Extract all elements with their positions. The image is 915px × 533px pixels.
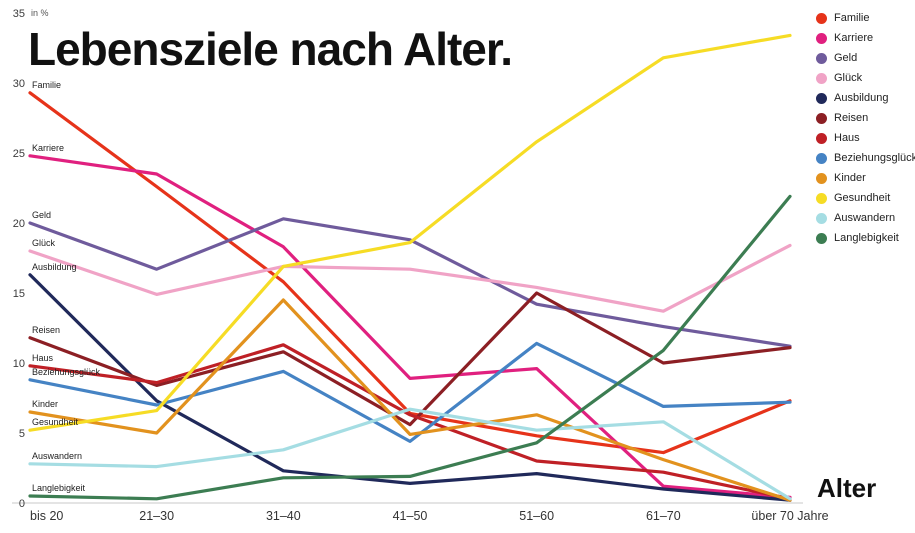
legend-item-ausbildung: Ausbildung bbox=[816, 92, 915, 104]
legend-swatch-gesundheit bbox=[816, 192, 827, 204]
legend-item-haus: Haus bbox=[816, 132, 915, 144]
legend-swatch-beziehungsglueck bbox=[816, 152, 827, 164]
series-line-glueck bbox=[28, 243, 792, 313]
y-tick-label: 5 bbox=[19, 428, 25, 440]
series-start-label-gesundheit: Gesundheit bbox=[32, 417, 79, 427]
legend-item-langlebigkeit: Langlebigkeit bbox=[816, 232, 915, 244]
legend-label-ausbildung: Ausbildung bbox=[834, 92, 889, 104]
legend-label-kinder: Kinder bbox=[834, 172, 866, 184]
x-tick-label: über 70 Jahre bbox=[751, 509, 828, 523]
series-line-kinder bbox=[28, 298, 792, 502]
legend-swatch-ausbildung bbox=[816, 92, 827, 104]
chart-title: Lebensziele nach Alter. bbox=[28, 23, 513, 75]
series-line-gesundheit bbox=[28, 33, 792, 432]
series-start-label-geld: Geld bbox=[32, 210, 51, 220]
y-tick-label: 10 bbox=[13, 358, 25, 370]
series-line-ausbildung bbox=[28, 273, 792, 502]
series-start-label-beziehungsglueck: Beziehungsglück bbox=[32, 367, 101, 377]
legend-swatch-familie bbox=[816, 12, 827, 24]
legend-label-haus: Haus bbox=[834, 132, 860, 144]
legend-swatch-reisen bbox=[816, 112, 827, 124]
legend-label-auswandern: Auswandern bbox=[834, 212, 896, 224]
legend-swatch-kinder bbox=[816, 172, 827, 184]
x-axis-title: Alter bbox=[817, 473, 877, 503]
series-line-auswandern bbox=[28, 407, 792, 501]
series-line-reisen bbox=[28, 291, 792, 427]
legend-label-gesundheit: Gesundheit bbox=[834, 192, 891, 204]
legend-label-reisen: Reisen bbox=[834, 112, 869, 124]
y-tick-label: 30 bbox=[13, 78, 25, 90]
x-tick-label: bis 20 bbox=[30, 509, 63, 523]
legend-item-geld: Geld bbox=[816, 52, 915, 64]
y-tick-label: 15 bbox=[13, 288, 25, 300]
series-line-geld bbox=[28, 217, 792, 348]
x-tick-label: 61–70 bbox=[646, 509, 681, 523]
legend-swatch-karriere bbox=[816, 32, 827, 44]
y-axis-unit: in % bbox=[31, 8, 49, 18]
series-start-label-kinder: Kinder bbox=[32, 399, 58, 409]
legend-label-glueck: Glück bbox=[834, 72, 863, 84]
series-line-beziehungsglueck bbox=[28, 341, 792, 443]
legend-swatch-geld bbox=[816, 52, 827, 64]
series-start-label-auswandern: Auswandern bbox=[32, 451, 82, 461]
x-tick-label: 41–50 bbox=[393, 509, 428, 523]
x-tick-label: 31–40 bbox=[266, 509, 301, 523]
legend-item-kinder: Kinder bbox=[816, 172, 915, 184]
series-start-label-ausbildung: Ausbildung bbox=[32, 262, 77, 272]
legend-item-beziehungsglueck: Beziehungsglück bbox=[816, 152, 915, 164]
series-start-label-karriere: Karriere bbox=[32, 143, 64, 153]
legend-label-beziehungsglueck: Beziehungsglück bbox=[834, 152, 915, 164]
legend-item-familie: Familie bbox=[816, 12, 915, 24]
x-tick-label: 21–30 bbox=[139, 509, 174, 523]
series-start-label-langlebigkeit: Langlebigkeit bbox=[32, 483, 86, 493]
legend-item-glueck: Glück bbox=[816, 72, 915, 84]
legend-item-gesundheit: Gesundheit bbox=[816, 192, 915, 204]
y-tick-label: 25 bbox=[13, 148, 25, 160]
legend-swatch-glueck bbox=[816, 72, 827, 84]
series-line-familie bbox=[28, 91, 792, 455]
series-start-label-familie: Familie bbox=[32, 80, 61, 90]
x-tick-label: 51–60 bbox=[519, 509, 554, 523]
legend-swatch-haus bbox=[816, 132, 827, 144]
legend-item-auswandern: Auswandern bbox=[816, 212, 915, 224]
series-line-haus bbox=[28, 343, 792, 501]
legend-swatch-langlebigkeit bbox=[816, 232, 827, 244]
legend-item-karriere: Karriere bbox=[816, 32, 915, 44]
y-tick-label: 35 bbox=[13, 8, 25, 20]
series-line-langlebigkeit bbox=[28, 194, 792, 501]
legend-label-familie: Familie bbox=[834, 12, 870, 24]
series-start-label-reisen: Reisen bbox=[32, 325, 60, 335]
y-tick-label: 0 bbox=[19, 498, 25, 510]
legend-item-reisen: Reisen bbox=[816, 112, 915, 124]
y-tick-label: 20 bbox=[13, 218, 25, 230]
legend: Familie Karriere Geld Glück Ausbildung Reisen… bbox=[816, 12, 915, 244]
legend-label-karriere: Karriere bbox=[834, 32, 874, 44]
series-line-karriere bbox=[28, 154, 792, 499]
legend-label-langlebigkeit: Langlebigkeit bbox=[834, 232, 899, 244]
legend-swatch-auswandern bbox=[816, 212, 827, 224]
series-start-label-glueck: Glück bbox=[32, 238, 56, 248]
series-start-label-haus: Haus bbox=[32, 353, 54, 363]
legend-label-geld: Geld bbox=[834, 52, 858, 64]
